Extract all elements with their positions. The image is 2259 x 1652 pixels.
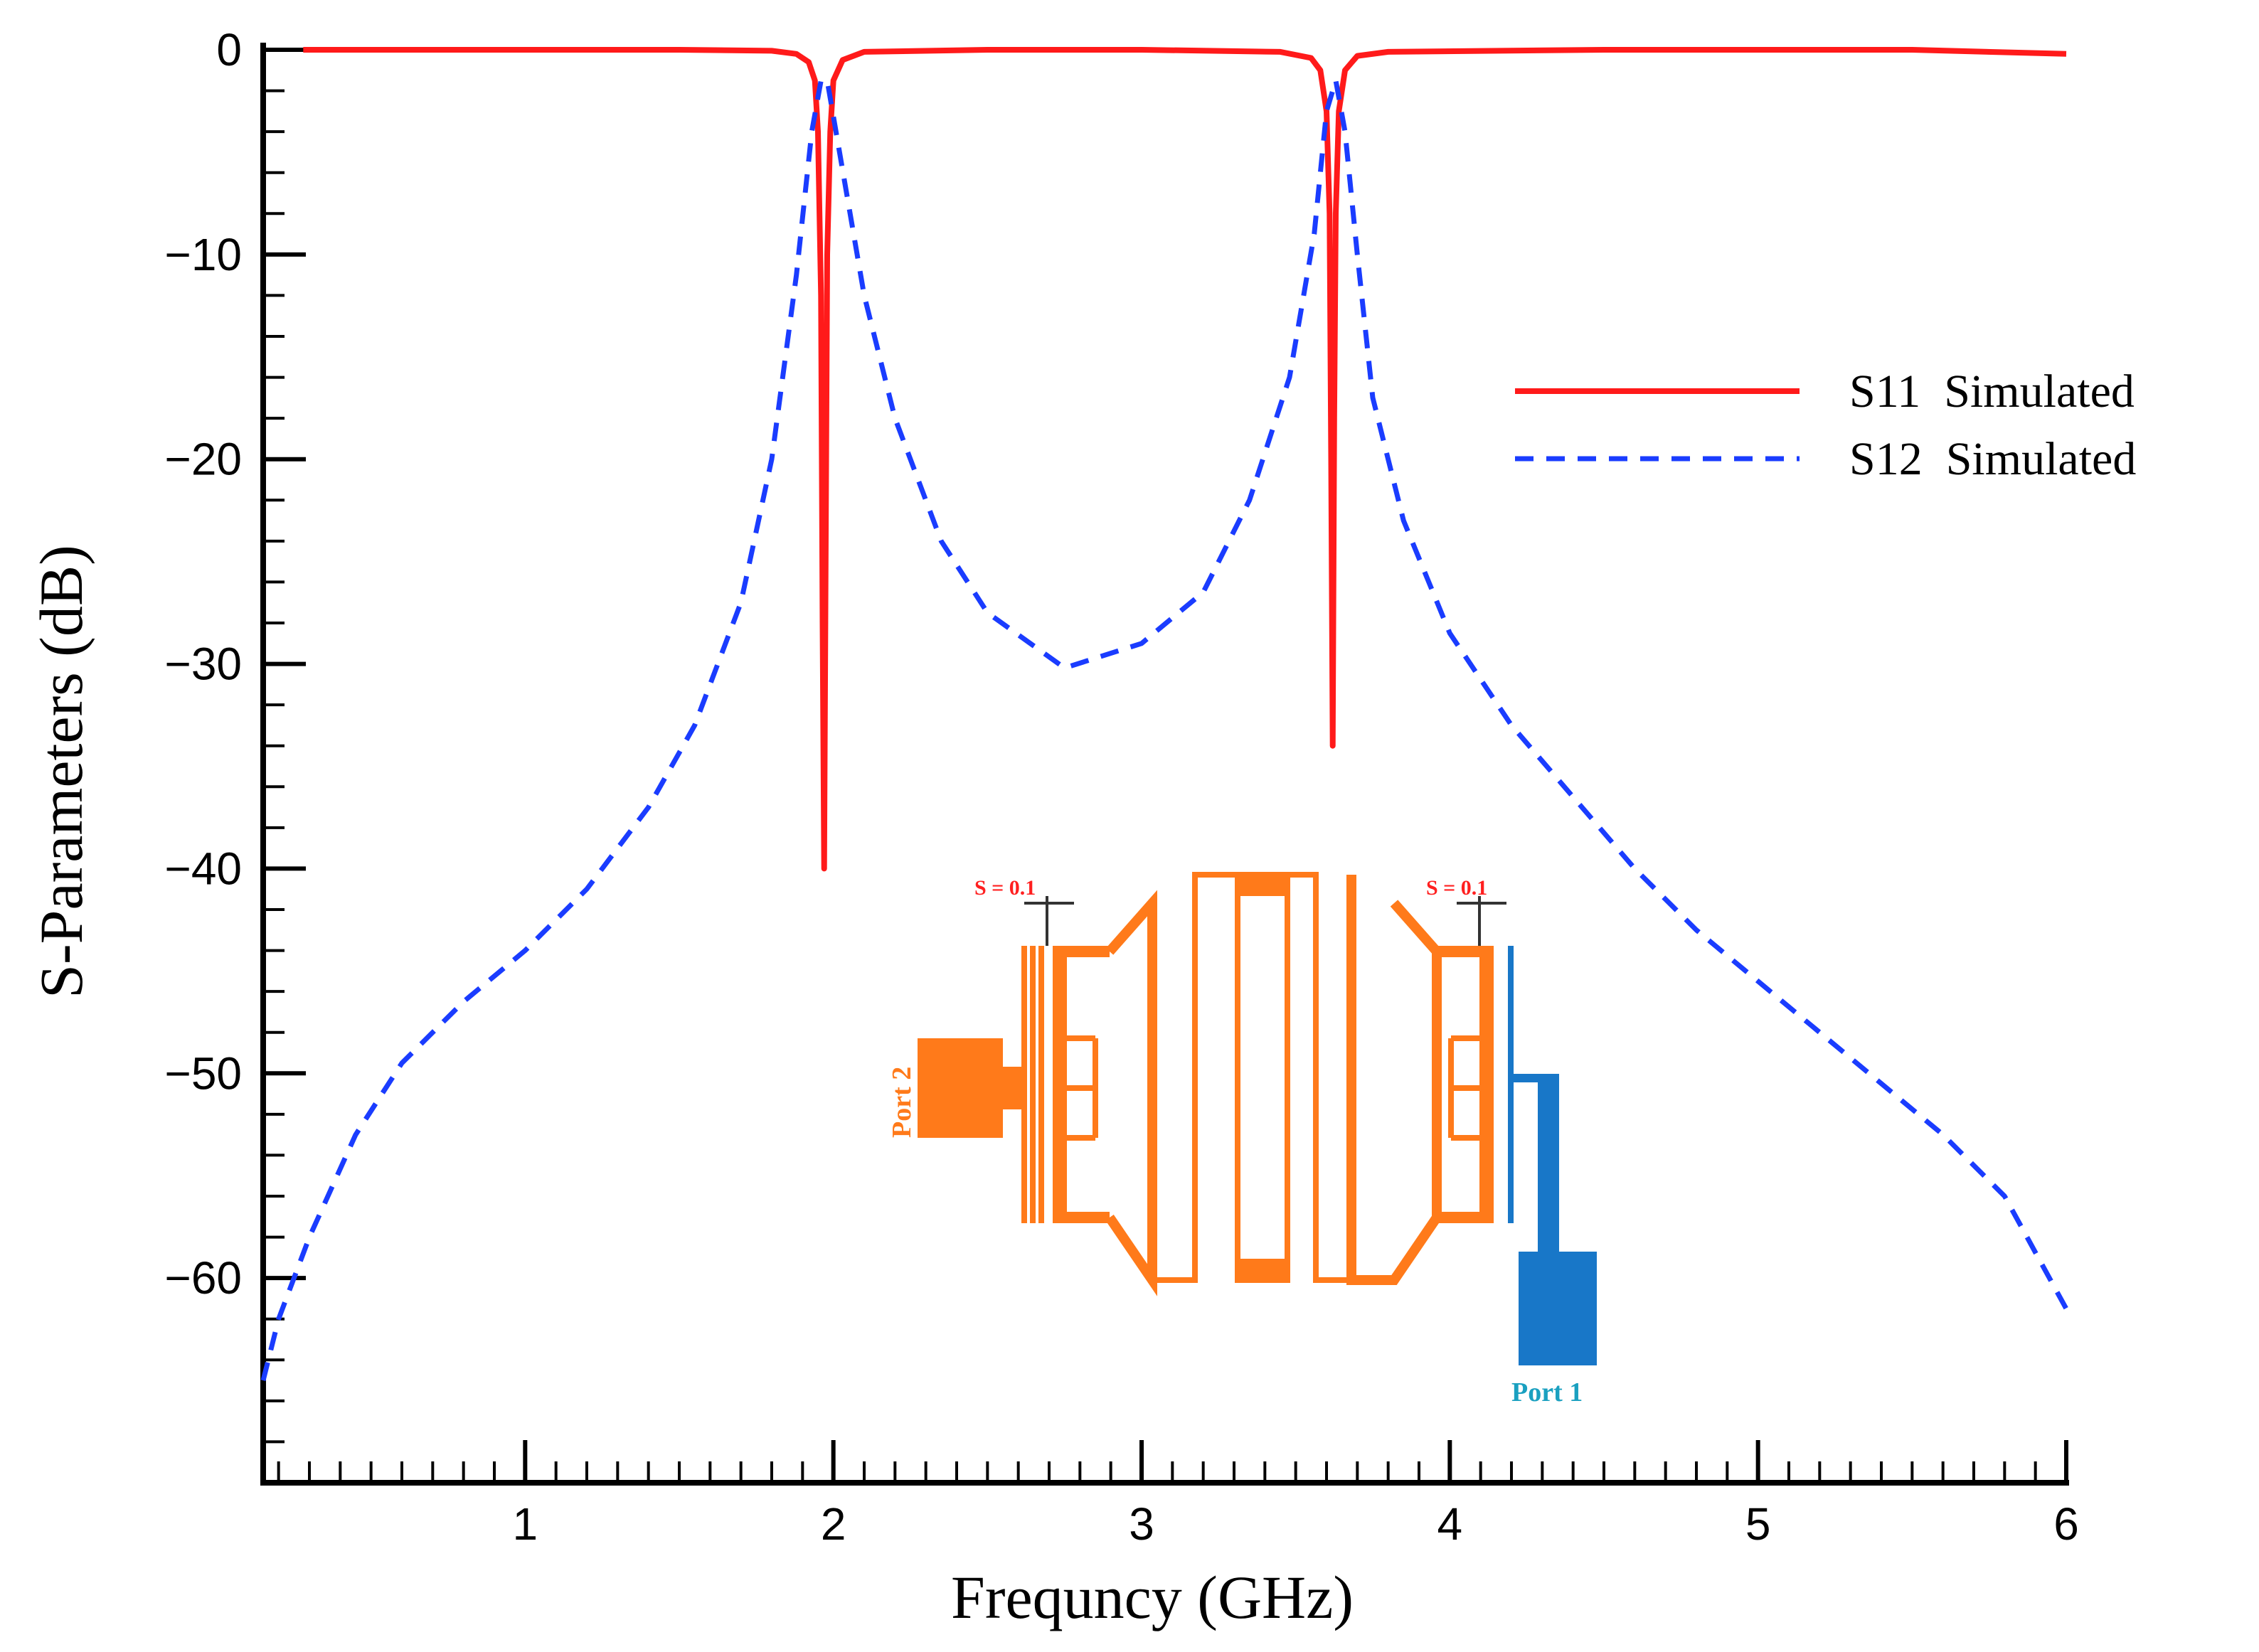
port1-label: Port 1	[1511, 1377, 1583, 1407]
right-taper	[1346, 875, 1442, 1285]
legend-label-s12: S12 Simulated	[1849, 433, 2136, 485]
y-tick-label: −20	[164, 434, 242, 485]
gap-markers	[1024, 896, 1506, 946]
port2-pad	[918, 1038, 1003, 1138]
x-tick-label: 4	[1437, 1498, 1463, 1550]
right-thick-arm	[1479, 946, 1494, 1223]
y-tick-label: −40	[164, 843, 242, 894]
center-inner-loop	[1235, 872, 1290, 1283]
x-tick-label: 2	[821, 1498, 846, 1550]
series-layer	[260, 47, 2069, 1381]
x-ticks: 1 2 3 4 5 6	[277, 1440, 2079, 1550]
s11-series-line	[303, 47, 2067, 872]
y-tick-label: −30	[164, 639, 242, 690]
gap-label-right: S = 0.1	[1426, 876, 1487, 900]
y-tick-label: 0	[216, 24, 242, 75]
port1-coupling-line	[1508, 946, 1514, 1223]
port2-feed	[918, 1038, 1024, 1138]
port1-pad	[1519, 1252, 1597, 1365]
x-axis-title: Frequncy (GHz)	[951, 1563, 1354, 1631]
x-tick-label: 6	[2053, 1498, 2079, 1550]
y-ticks: 0 −10 −20 −30 −40 −50 −60	[164, 24, 306, 1485]
orange-resonator	[1021, 872, 1494, 1296]
left-taper	[1105, 890, 1157, 1296]
s12-series-line	[260, 78, 2069, 1381]
axes: 1 2 3 4 5 6 0 −10 −20 −30 −40 −50 −60	[164, 24, 2078, 1550]
left-thick-arm	[1053, 946, 1067, 1223]
x-tick-label: 3	[1129, 1498, 1154, 1550]
center-meander	[1149, 872, 1354, 1283]
x-tick-label: 1	[513, 1498, 538, 1550]
center-pad-top	[1238, 875, 1287, 896]
gap-label-left: S = 0.1	[974, 876, 1036, 900]
y-tick-label: −60	[164, 1252, 242, 1304]
port2-line	[1003, 1067, 1024, 1109]
port1-feed	[1508, 946, 1597, 1365]
filter-layout-inset: S = 0.1 S = 0.1 Port 2 Port 1	[887, 872, 1597, 1407]
legend-label-s11: S11 Simulated	[1849, 366, 2135, 417]
y-tick-label: −10	[164, 229, 242, 280]
port2-label: Port 2	[887, 1067, 917, 1138]
left-arm-top	[1053, 946, 1110, 957]
port1-line	[1538, 1074, 1559, 1252]
x-tick-label: 5	[1745, 1498, 1771, 1550]
left-arm-bottom	[1053, 1212, 1110, 1223]
legend: S11 Simulated S12 Simulated	[1515, 366, 2136, 485]
y-axis-title: S-Parameters (dB)	[27, 545, 95, 998]
y-tick-label: −50	[164, 1048, 242, 1099]
center-pad-bottom	[1238, 1259, 1287, 1280]
